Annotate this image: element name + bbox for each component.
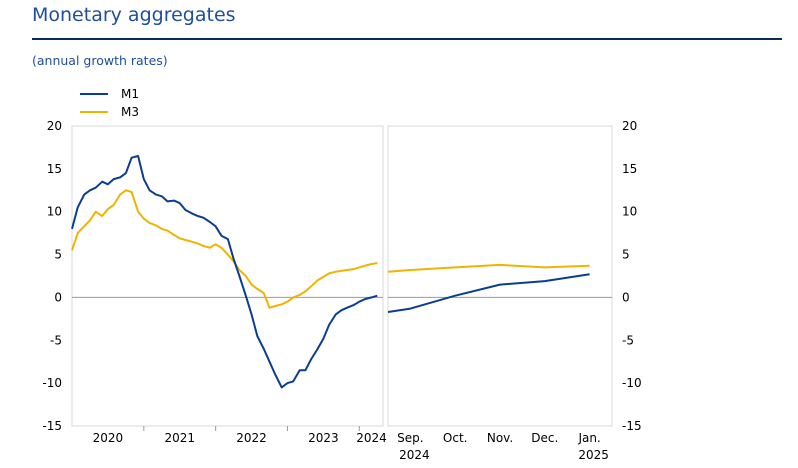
x-axis: 2020 2021 2022 2023 2024 Sep. Oct. Nov. Dec. Jan.… xyxy=(93,426,609,462)
left-panel xyxy=(71,125,384,427)
y-tick-label-right: 0 xyxy=(622,290,630,304)
y-tick-label-left: -15 xyxy=(42,419,62,433)
x-category-label: Jan. xyxy=(577,431,600,445)
y-tick-label-left: 0 xyxy=(54,290,62,304)
x-tick-label: 2020 xyxy=(93,431,124,445)
chart-title: Monetary aggregates xyxy=(32,4,236,26)
series-line-m1 xyxy=(387,273,590,313)
y-tick-label-right: 15 xyxy=(622,162,637,176)
series-line-m3 xyxy=(71,189,378,309)
chart-subtitle: (annual growth rates) xyxy=(32,53,168,68)
x-year-label: 2024 xyxy=(399,448,430,462)
y-tick-label-left: 5 xyxy=(54,248,62,262)
x-tick-label: 2023 xyxy=(308,431,339,445)
series-line-m1 xyxy=(71,155,378,389)
title-rule xyxy=(32,38,782,40)
series-line-m3 xyxy=(387,263,590,273)
y-tick-label-left: 20 xyxy=(47,119,62,133)
x-category-label: Oct. xyxy=(443,431,468,445)
x-category-label: Sep. xyxy=(397,431,423,445)
x-tick-label: 2021 xyxy=(164,431,195,445)
x-category-label: Dec. xyxy=(531,431,558,445)
y-tick-label-right: 10 xyxy=(622,205,637,219)
y-tick-label-left: -5 xyxy=(50,333,62,347)
legend-label-m3: M3 xyxy=(121,105,139,119)
y-tick-label-left: -10 xyxy=(42,376,62,390)
legend-label-m1: M1 xyxy=(121,87,139,101)
right-y-axis: -15 -10 -5 0 5 10 15 20 xyxy=(622,119,642,433)
x-tick-label: 2024 xyxy=(356,431,387,445)
left-panel-frame xyxy=(71,125,384,427)
y-tick-label-left: 15 xyxy=(47,162,62,176)
y-tick-label-right: 20 xyxy=(622,119,637,133)
right-panel-frame xyxy=(387,125,613,427)
x-tick-label: 2022 xyxy=(236,431,267,445)
right-panel xyxy=(387,125,613,427)
y-tick-label-right: -5 xyxy=(622,333,634,347)
x-category-label: Nov. xyxy=(487,431,513,445)
y-tick-label-right: -10 xyxy=(622,376,642,390)
x-year-label: 2025 xyxy=(578,448,609,462)
y-tick-label-left: 10 xyxy=(47,205,62,219)
left-y-axis: -15 -10 -5 0 5 10 15 20 xyxy=(42,119,62,433)
y-tick-label-right: 5 xyxy=(622,248,630,262)
y-tick-label-right: -15 xyxy=(622,419,642,433)
